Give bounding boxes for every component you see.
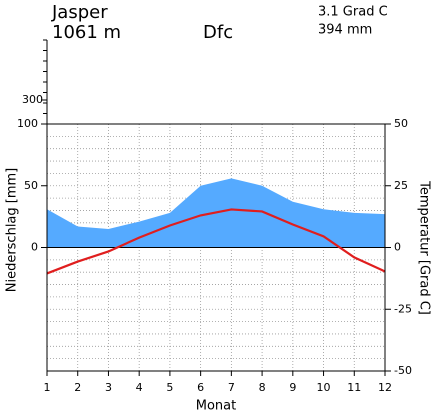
x-tick-label: 4	[136, 381, 143, 394]
x-tick-label: 6	[197, 381, 204, 394]
x-tick-label: 10	[317, 381, 331, 394]
x-tick-label: 12	[378, 381, 392, 394]
elevation: 1061 m	[52, 22, 121, 43]
x-axis-label: Monat	[196, 399, 236, 414]
y2-tick-label: 25	[394, 179, 408, 192]
annual-precipitation: 394 mm	[318, 23, 372, 38]
upper-y-tick-label: 300	[22, 93, 43, 106]
x-tick-label: 1	[44, 381, 51, 394]
y2-tick-label: -25	[394, 302, 412, 315]
station: Jasper	[51, 2, 108, 23]
x-tick-label: 3	[105, 381, 112, 394]
x-tick-label: 7	[228, 381, 235, 394]
mean-temperature: 3.1 Grad C	[318, 5, 388, 20]
climate-class: Dfc	[203, 22, 233, 43]
y-axis-label: Niederschlag [mm]	[5, 168, 20, 293]
x-tick-label: 9	[289, 381, 296, 394]
x-tick-label: 8	[259, 381, 266, 394]
x-tick-label: 11	[347, 381, 361, 394]
y-tick-label: 0	[31, 241, 38, 254]
y2-axis-label: Temperatur [Grad C]	[417, 180, 432, 315]
y2-tick-label: 50	[394, 117, 408, 130]
y-tick-label: 50	[24, 179, 38, 192]
y-tick-label: 100	[17, 117, 38, 130]
x-tick-label: 2	[74, 381, 81, 394]
y2-tick-label: -50	[394, 364, 412, 377]
temperature-line	[46, 208, 386, 275]
x-tick-label: 5	[166, 381, 173, 394]
y2-tick-label: 0	[394, 241, 401, 254]
